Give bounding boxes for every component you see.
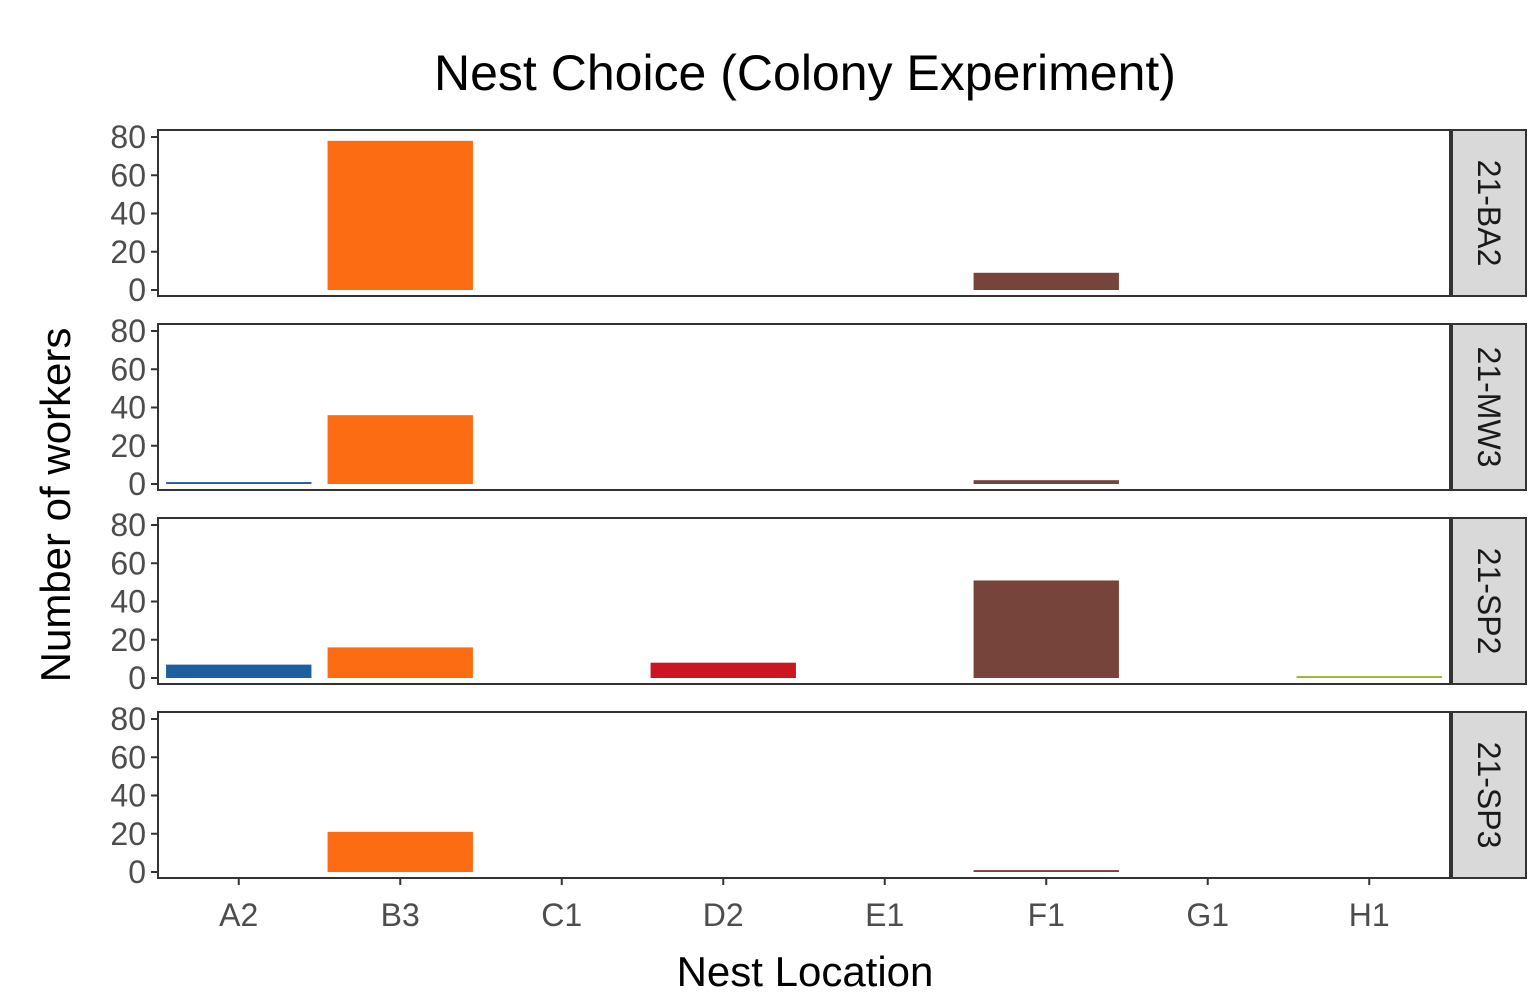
x-tick-label: H1 (1349, 897, 1390, 933)
x-axis: A2 B3 C1 D2 E1 F1 G1 H1 (219, 878, 1390, 933)
y-tick-label: 40 (110, 778, 146, 814)
y-tick-label: 60 (110, 545, 146, 581)
bar-21-mw3-a2 (166, 482, 312, 484)
x-axis-title: Nest Location (677, 948, 934, 995)
y-tick-label: 0 (128, 660, 146, 696)
y-tick-label: 20 (110, 622, 146, 658)
y-axis-title: Number of workers (32, 328, 79, 683)
y-tick-label: 60 (110, 351, 146, 387)
y-tick-label: 0 (128, 272, 146, 308)
y-tick-label: 40 (110, 196, 146, 232)
bar-21-sp3-f1 (973, 870, 1119, 872)
y-tick-label: 80 (110, 701, 146, 737)
y-tick-label: 40 (110, 584, 146, 620)
facet-strip-label: 21-BA2 (1471, 160, 1507, 267)
bar-21-sp2-a2 (166, 664, 312, 678)
facet-strip-label: 21-SP3 (1471, 742, 1507, 849)
y-tick-label: 20 (110, 428, 146, 464)
facet-strip (1451, 517, 1527, 685)
facet-strip (1451, 711, 1527, 879)
bar-21-mw3-b3 (327, 415, 473, 484)
y-tick-label: 60 (110, 739, 146, 775)
x-tick-label: B3 (381, 897, 420, 933)
facet-strip-label: 21-MW3 (1471, 347, 1507, 468)
y-tick-label: 0 (128, 854, 146, 890)
y-tick-label: 20 (110, 816, 146, 852)
bar-21-ba2-f1 (973, 272, 1119, 290)
x-tick-label: C1 (541, 897, 582, 933)
x-tick-label: G1 (1186, 897, 1229, 933)
y-tick-label: 60 (110, 157, 146, 193)
bar-21-sp2-h1 (1296, 676, 1442, 678)
chart-title: Nest Choice (Colony Experiment) (434, 45, 1176, 101)
bar-21-sp2-f1 (973, 580, 1119, 678)
facet-strip (1451, 323, 1527, 491)
bar-21-ba2-b3 (327, 140, 473, 290)
x-tick-label: A2 (219, 897, 258, 933)
y-tick-label: 80 (110, 119, 146, 155)
bar-21-sp2-d2 (650, 662, 796, 678)
x-tick-label: D2 (703, 897, 744, 933)
facet-strip (1451, 129, 1527, 297)
facet-strip-label: 21-SP2 (1471, 548, 1507, 655)
y-tick-label: 0 (128, 466, 146, 502)
bar-21-sp2-b3 (327, 647, 473, 678)
y-tick-label: 80 (110, 507, 146, 543)
y-tick-label: 40 (110, 390, 146, 426)
y-tick-label: 20 (110, 234, 146, 270)
x-tick-label: E1 (865, 897, 904, 933)
bar-21-mw3-f1 (973, 480, 1119, 484)
y-tick-label: 80 (110, 313, 146, 349)
bar-21-sp3-b3 (327, 831, 473, 872)
facet-panels: 02040608021-BA202040608021-MW30204060802… (110, 119, 1527, 890)
x-tick-label: F1 (1028, 897, 1065, 933)
